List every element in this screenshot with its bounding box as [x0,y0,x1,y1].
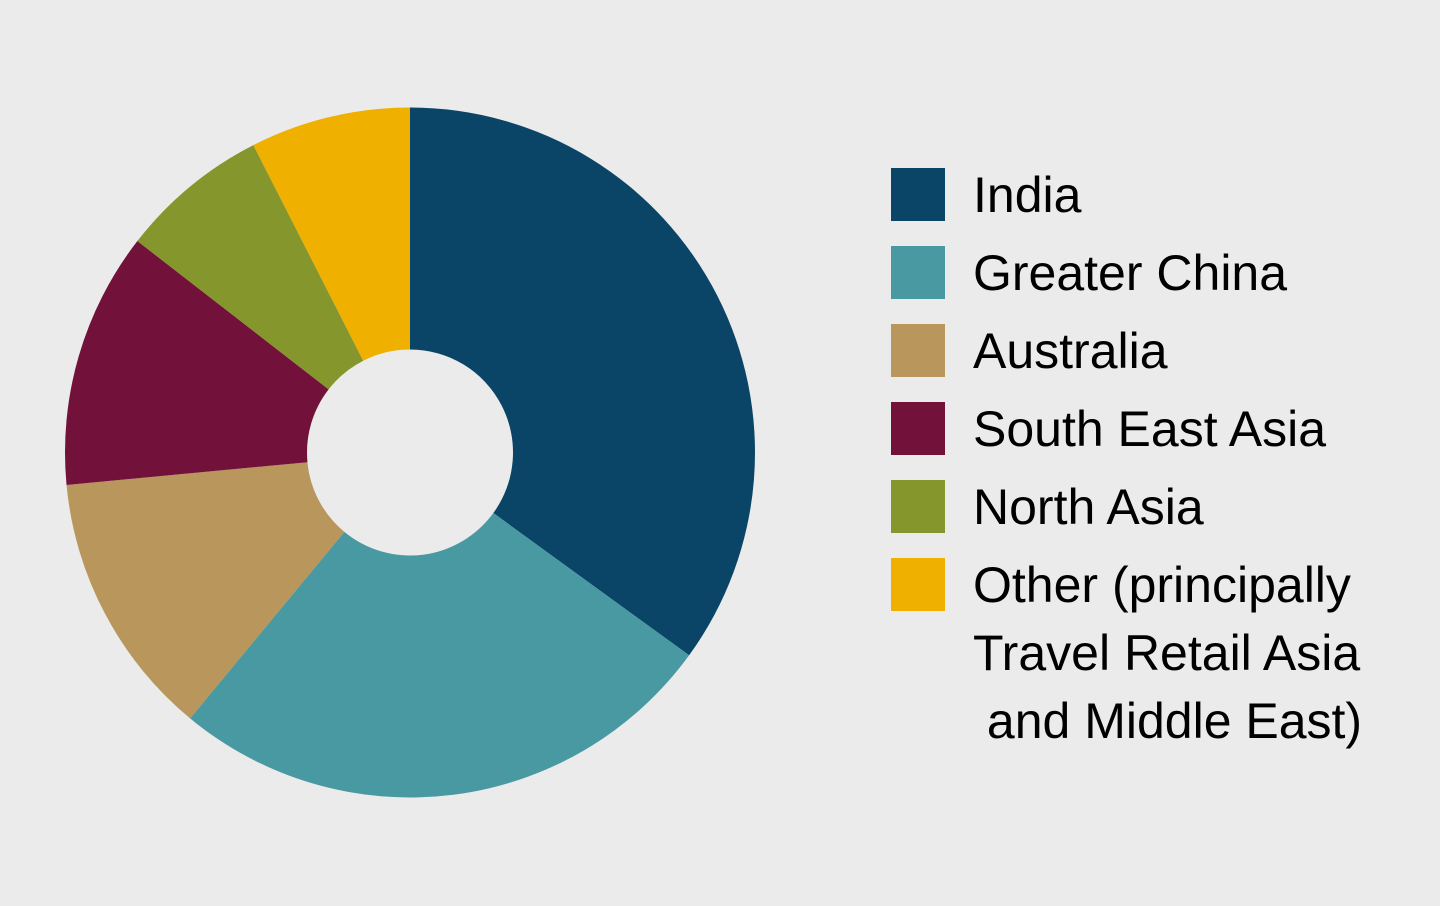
donut-slice [137,145,364,390]
legend-label: South East Asia [973,401,1326,457]
legend-swatch [891,168,945,221]
legend-swatch [891,558,945,611]
legend-label: North Asia [973,479,1204,535]
legend-label: Other (principally Travel Retail Asia and… [973,557,1362,749]
legend-swatch [891,246,945,299]
legend-swatch [891,402,945,455]
donut-slice [253,107,410,361]
donut-slice [190,513,690,798]
donut-slice [64,241,329,485]
legend-label: Australia [973,323,1168,379]
legend-swatch [891,480,945,533]
legend-label: Greater China [973,245,1287,301]
legend-swatch [891,324,945,377]
legend-label: India [973,167,1082,223]
donut-slice [66,462,345,719]
donut-slice [410,107,755,656]
